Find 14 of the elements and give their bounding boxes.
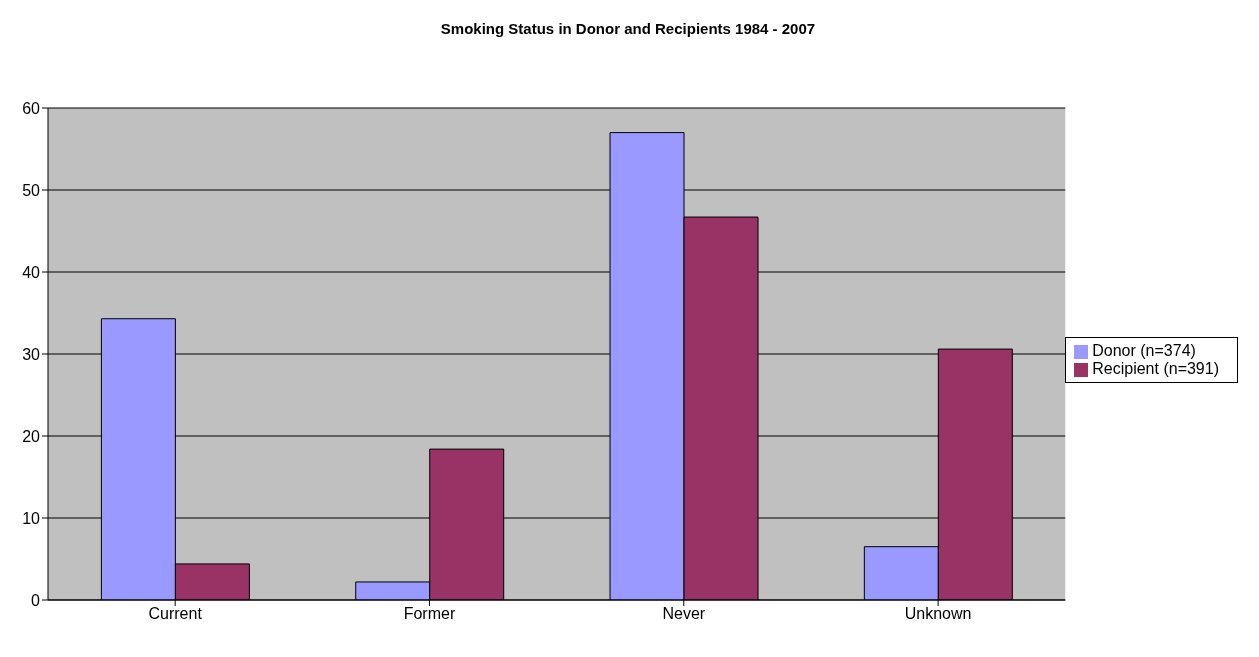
chart-title: Smoking Status in Donor and Recipients 1984 - 2007	[439, 19, 817, 39]
x-tick-label: Unknown	[904, 605, 972, 623]
y-tick-label: 0	[31, 591, 41, 609]
y-tick-label: 20	[22, 427, 41, 445]
y-tick-label: 40	[22, 263, 41, 281]
legend-label: Donor (n=374)	[1092, 342, 1196, 359]
x-tick-label: Never	[662, 605, 706, 623]
x-tick-label: Former	[403, 605, 456, 623]
legend-label: Recipient (n=391)	[1092, 360, 1219, 377]
y-tick-label: 30	[22, 345, 41, 363]
y-tick-label: 50	[22, 181, 41, 199]
y-tick-label: 60	[22, 99, 41, 117]
y-tick-label: 10	[22, 509, 41, 527]
x-tick-label: Current	[148, 605, 203, 623]
